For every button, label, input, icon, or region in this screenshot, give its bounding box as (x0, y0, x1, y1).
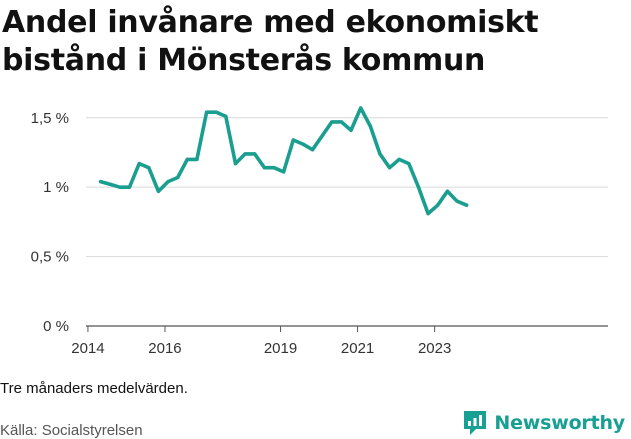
data-point (204, 110, 209, 114)
data-point (156, 189, 161, 193)
newsworthy-logo-icon (464, 411, 487, 435)
data-point (272, 166, 276, 170)
source-credit: Källa: Socialstyrelsen (0, 422, 143, 439)
data-point (99, 180, 103, 184)
data-point (436, 203, 440, 207)
chart-note: Tre månaders medelvärden. (0, 380, 188, 397)
x-tick-label: 2016 (148, 340, 181, 357)
data-point (465, 203, 469, 207)
data-point (176, 175, 180, 180)
data-point (349, 128, 353, 132)
x-tick-label: 2019 (264, 340, 297, 357)
data-point (185, 157, 189, 162)
brand-logo[interactable]: Newsworthy (462, 409, 625, 437)
data-point (282, 170, 286, 174)
data-point (339, 120, 344, 124)
data-point (137, 161, 141, 166)
data-point (426, 211, 430, 216)
series-line (98, 106, 469, 216)
data-point (397, 157, 401, 162)
data-series (98, 106, 469, 216)
y-tick-label: 0,5 % (31, 249, 69, 266)
data-point (387, 166, 392, 170)
data-point (253, 152, 257, 156)
data-point (310, 148, 315, 152)
data-point (301, 142, 305, 146)
data-point (378, 152, 382, 156)
data-point (320, 134, 324, 138)
x-tick-label: 2021 (341, 340, 374, 357)
data-point (224, 114, 228, 118)
data-point (233, 161, 238, 166)
data-point (195, 157, 199, 162)
data-point (108, 182, 112, 186)
y-tick-label: 1,5 % (31, 110, 69, 127)
data-point (416, 185, 421, 189)
chart-title: Andel invånare med ekonomiskt bistånd i … (2, 5, 539, 78)
data-point (214, 110, 218, 114)
x-axis: 2014 2016 2019 2021 2023 (71, 325, 608, 357)
data-point (127, 185, 132, 189)
y-tick-label: 0 % (43, 318, 69, 335)
data-point (243, 152, 247, 156)
data-point (368, 124, 372, 128)
data-point (147, 166, 151, 170)
data-point (291, 138, 295, 142)
brand-name: Newsworthy (494, 412, 625, 434)
data-point (118, 185, 122, 189)
y-axis-tick-labels: 0 % 0,5 % 1 % 1,5 % (31, 110, 69, 335)
data-point (455, 199, 459, 203)
gridlines (86, 117, 608, 258)
data-point (330, 120, 334, 124)
data-point (407, 161, 411, 166)
data-point (166, 180, 170, 184)
y-tick-label: 1 % (43, 179, 69, 196)
x-tick-label: 2014 (71, 340, 104, 357)
data-point (262, 166, 266, 170)
data-point (445, 189, 449, 193)
data-point (359, 106, 363, 110)
x-tick-label: 2023 (418, 340, 451, 357)
